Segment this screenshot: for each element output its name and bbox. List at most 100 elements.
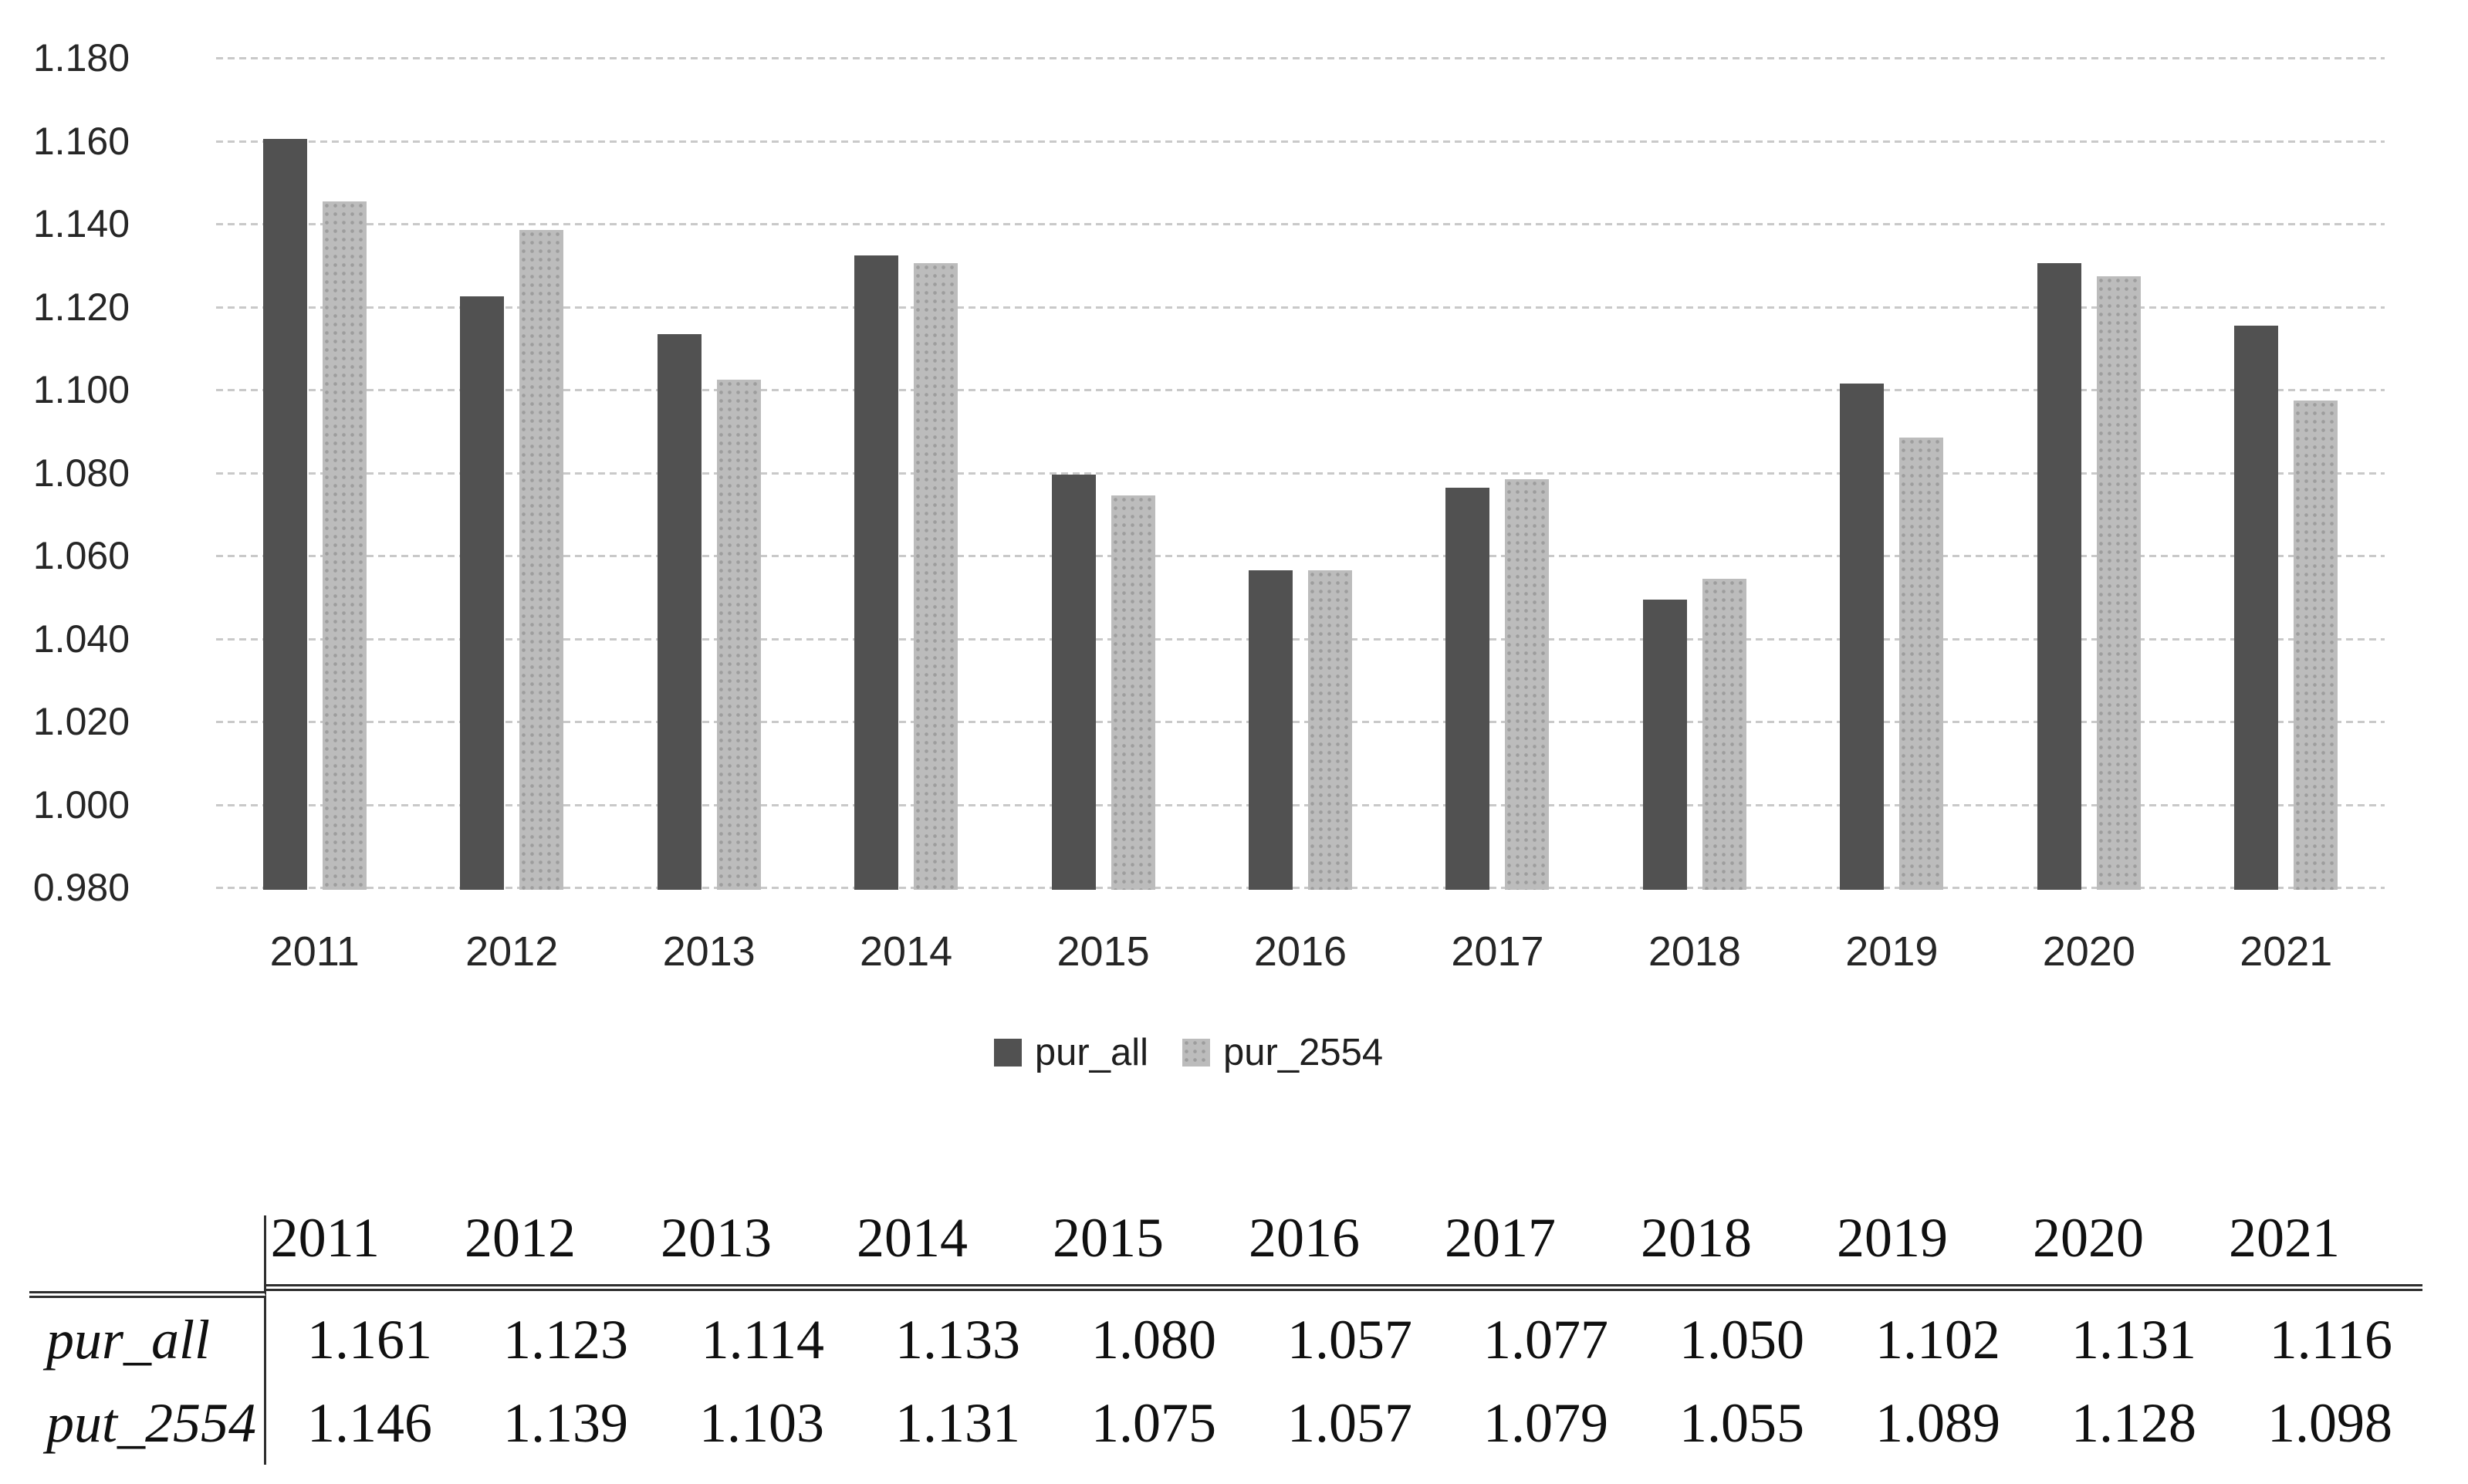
table-value-cell: 1.123 (503, 1308, 628, 1371)
gridline (216, 637, 2385, 641)
bar-pur_all-2015 (1051, 475, 1096, 890)
table-year-header: 2012 (462, 1207, 658, 1291)
bar-pur_2554-2016 (1307, 570, 1352, 890)
y-tick-label: 1.020 (32, 700, 130, 743)
plot-area (216, 57, 2385, 890)
gridline (216, 57, 2385, 59)
table-value-cell: 1.131 (895, 1391, 1020, 1454)
y-tick-label: 1.000 (32, 783, 130, 827)
x-tick-label: 2011 (269, 928, 360, 975)
bar-group-2021 (2188, 60, 2385, 890)
table-value-cell: 1.055 (1679, 1391, 1804, 1454)
table-value-cell: 1.103 (699, 1391, 824, 1454)
x-tick-label: 2014 (860, 928, 953, 975)
table-value-cell: 1.057 (1287, 1391, 1412, 1454)
table-value-cell: 1.102 (1875, 1308, 2000, 1371)
table-value-cell: 1.050 (1679, 1308, 1804, 1371)
gridline (216, 721, 2385, 723)
gridline (216, 555, 2385, 557)
y-tick-label: 1.040 (32, 617, 130, 661)
table-value-cell: 1.114 (701, 1308, 824, 1371)
bar-pur_2554-2017 (1505, 479, 1550, 890)
x-tick-label: 2020 (2042, 928, 2135, 975)
table-value-cell: 1.146 (307, 1391, 432, 1454)
table-value-cell: 1.080 (1091, 1308, 1216, 1371)
y-tick-label: 1.080 (32, 451, 130, 495)
gridline (216, 140, 2385, 143)
gridline (216, 223, 2385, 225)
table-corner-cell (29, 1215, 266, 1298)
gridline (216, 803, 2385, 806)
x-tick-label: 2017 (1451, 928, 1544, 975)
bar-pur_all-2011 (262, 139, 307, 890)
bar-pur_all-2017 (1445, 488, 1490, 890)
table-year-header: 2013 (658, 1207, 854, 1291)
table-value-cell: 1.079 (1483, 1391, 1608, 1454)
bar-group-2019 (1794, 60, 1990, 890)
y-tick-label: 1.160 (32, 119, 130, 163)
bar-group-2017 (1399, 60, 1596, 890)
table-year-header: 2021 (2226, 1207, 2422, 1291)
x-tick-label: 2018 (1648, 928, 1741, 975)
bar-pur_2554-2012 (519, 230, 564, 890)
bar-pur_all-2016 (1248, 570, 1293, 890)
bar-group-2011 (216, 60, 413, 890)
table-year-header: 2016 (1246, 1207, 1442, 1291)
table-value-cell: 1.161 (307, 1308, 432, 1371)
bar-pur_2554-2018 (1702, 579, 1746, 890)
data-table: 2011 2012 2013 2014 2015 2016 2017 2018 2019 2020… (29, 1207, 2422, 1465)
bar-group-2020 (1990, 60, 2187, 890)
bar-group-2013 (610, 60, 807, 890)
table-value-cell: 1.089 (1875, 1391, 2000, 1454)
x-tick-label: 2012 (465, 928, 559, 975)
gridline (216, 306, 2385, 309)
x-tick-label: 2021 (2240, 928, 2333, 975)
table-year-header: 2017 (1442, 1207, 1638, 1291)
bar-pur_all-2012 (460, 296, 505, 890)
x-tick-label: 2015 (1057, 928, 1150, 975)
bar-pur_all-2013 (657, 334, 702, 890)
legend-label-pur-2554: pur_2554 (1223, 1032, 1384, 1073)
table-value-cell: 1.077 (1483, 1308, 1608, 1371)
table-value-cell: 1.098 (2267, 1391, 2392, 1454)
table-value-cell: 1.057 (1287, 1308, 1412, 1371)
gridline (216, 887, 2385, 889)
y-tick-label: 0.980 (32, 866, 130, 909)
table-value-cell: 1.128 (2071, 1391, 2196, 1454)
bar-pur_2554-2020 (2096, 276, 2141, 890)
bar-group-2014 (807, 60, 1004, 890)
legend-swatch-dark-icon (993, 1039, 1022, 1067)
bar-pur_all-2019 (1840, 384, 1885, 890)
bar-group-2012 (413, 60, 610, 890)
bar-pur_all-2018 (1642, 600, 1687, 890)
bar-group-2018 (1596, 60, 1793, 890)
chart-legend: pur_all pur_2554 (0, 1031, 2377, 1074)
table-year-header: 2011 (266, 1207, 462, 1291)
x-tick-label: 2016 (1253, 928, 1347, 975)
gridline (216, 389, 2385, 391)
legend-swatch-light-icon (1182, 1039, 1211, 1067)
gridline (216, 472, 2385, 475)
table-year-header: 2019 (1834, 1207, 2030, 1291)
y-tick-label: 1.120 (32, 285, 130, 329)
y-tick-label: 1.060 (32, 534, 130, 577)
legend-label-pur-all: pur_all (1034, 1032, 1149, 1073)
table-year-header: 2015 (1050, 1207, 1246, 1291)
legend-item-pur-all: pur_all (993, 1031, 1149, 1074)
y-tick-label: 1.180 (32, 36, 130, 79)
x-axis-labels: 2011 2012 2013 2014 2015 2016 2017 2018 2019 2020… (0, 928, 2468, 976)
y-tick-label: 1.140 (32, 202, 130, 245)
y-tick-label: 1.100 (32, 368, 130, 411)
table-value-cell: 1.139 (503, 1391, 628, 1454)
table-year-header: 2018 (1638, 1207, 1834, 1291)
bar-pur_2554-2013 (716, 380, 761, 890)
table-row-label: pur_all (29, 1298, 266, 1381)
table-value-cell: 1.131 (2071, 1308, 2196, 1371)
x-tick-label: 2019 (1845, 928, 1939, 975)
y-axis-labels: 1.180 1.160 1.140 1.120 1.100 1.080 1.060 1.040… (0, 0, 130, 965)
bar-pur_2554-2011 (322, 201, 367, 890)
table-row-label: put_2554 (29, 1381, 266, 1465)
bar-pur_all-2020 (2037, 263, 2081, 890)
table-year-header: 2020 (2030, 1207, 2226, 1291)
